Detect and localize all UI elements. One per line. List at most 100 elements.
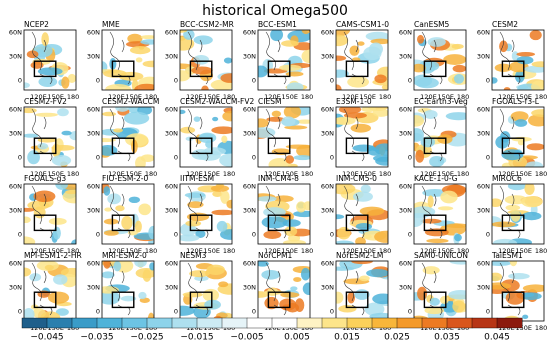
lat-label: 60N xyxy=(243,259,256,267)
lat-label: 0 xyxy=(18,153,22,161)
field-patch xyxy=(359,206,385,216)
region-box xyxy=(189,214,213,232)
field-patch xyxy=(102,271,115,279)
field-patch xyxy=(24,207,35,212)
field-patch xyxy=(415,149,425,163)
field-patch xyxy=(421,60,440,72)
map-frame xyxy=(335,29,389,91)
lat-label: 30N xyxy=(477,206,490,214)
lat-label: 30N xyxy=(165,129,178,137)
field-patch xyxy=(140,35,154,40)
field-patch xyxy=(452,300,466,313)
lat-label: 60N xyxy=(165,28,178,36)
region-box xyxy=(111,137,135,155)
map-field xyxy=(492,261,544,321)
lat-label: 0 xyxy=(96,76,100,84)
field-patch xyxy=(218,281,229,288)
field-patch xyxy=(374,230,388,243)
field-patch xyxy=(263,230,282,239)
lon-label: 120E xyxy=(108,247,125,255)
field-patch xyxy=(414,115,424,127)
lat-label: 60N xyxy=(477,182,490,190)
lon-label: 120E xyxy=(420,170,437,178)
field-patch xyxy=(290,286,298,291)
field-patch xyxy=(44,264,54,271)
field-patch xyxy=(222,111,232,122)
panel-label: MRI-ESM2-0 xyxy=(102,251,147,260)
field-patch xyxy=(531,109,544,117)
lon-label: 150E xyxy=(48,247,65,255)
lat-label: 60N xyxy=(399,105,412,113)
lon-label: 150E xyxy=(516,324,533,332)
field-patch xyxy=(258,127,276,138)
field-patch xyxy=(353,191,373,202)
field-patch xyxy=(33,190,56,203)
lat-label: 30N xyxy=(9,206,22,214)
field-patch xyxy=(301,49,310,64)
panel-label: MME xyxy=(102,20,120,29)
panel-label: NCEP2 xyxy=(24,20,49,29)
field-patch xyxy=(529,30,542,41)
map-panel: MPI-ESM1-2-HR60N30N0120E150E180 xyxy=(9,251,82,332)
colorbar-segment xyxy=(471,317,498,329)
field-patch xyxy=(492,77,498,84)
lat-label: 60N xyxy=(321,28,334,36)
panel-label: BCC-CSM2-MR xyxy=(180,20,234,29)
field-patch xyxy=(451,43,464,50)
field-patch xyxy=(336,55,347,61)
field-patch xyxy=(103,261,111,269)
lat-label: 0 xyxy=(330,76,334,84)
lon-label: 150E xyxy=(48,93,65,101)
field-patch xyxy=(349,45,360,56)
lat-label: 60N xyxy=(87,105,100,113)
map-field xyxy=(102,107,154,167)
lat-label: 0 xyxy=(486,230,490,238)
colorbar-label: −0.035 xyxy=(80,333,113,343)
map-frame xyxy=(491,183,545,245)
lon-label: 180 xyxy=(145,170,157,178)
field-patch xyxy=(509,261,518,267)
map-frame xyxy=(23,29,77,91)
field-patch xyxy=(296,201,307,213)
field-patch xyxy=(293,210,310,218)
map-field xyxy=(492,107,544,167)
field-patch xyxy=(375,156,388,166)
region-box xyxy=(267,291,291,309)
lat-label: 0 xyxy=(408,153,412,161)
lon-label: 180 xyxy=(457,247,469,255)
field-patch xyxy=(361,107,376,113)
panel-label: FGOALS-f3-L xyxy=(492,97,540,106)
field-patch xyxy=(492,261,512,267)
field-patch xyxy=(142,60,154,68)
field-patch xyxy=(364,302,385,316)
field-patch xyxy=(372,108,388,117)
field-patch xyxy=(526,143,544,151)
lon-label: 180 xyxy=(379,93,391,101)
lon-label: 150E xyxy=(360,93,377,101)
field-patch xyxy=(508,273,530,280)
lat-label: 0 xyxy=(18,76,22,84)
lat-label: 30N xyxy=(477,283,490,291)
colorbar-segment xyxy=(421,317,448,329)
panel-label: INM-CM4-8 xyxy=(258,174,299,183)
region-box xyxy=(423,291,447,309)
field-patch xyxy=(524,161,544,167)
lon-label: 150E xyxy=(282,170,299,178)
field-patch xyxy=(221,135,228,143)
field-patch xyxy=(503,87,511,90)
region-box xyxy=(189,137,213,155)
colorbar-segment xyxy=(21,317,48,329)
lon-label: 150E xyxy=(204,247,221,255)
map-field xyxy=(492,30,544,90)
field-patch xyxy=(414,128,424,142)
lon-label: 120E xyxy=(498,93,515,101)
lon-label: 150E xyxy=(438,247,455,255)
map-frame xyxy=(257,29,311,91)
field-patch xyxy=(121,215,133,230)
map-frame xyxy=(179,183,233,245)
colorbar-segment xyxy=(196,317,223,329)
lat-label: 30N xyxy=(243,52,256,60)
field-patch xyxy=(427,37,446,47)
